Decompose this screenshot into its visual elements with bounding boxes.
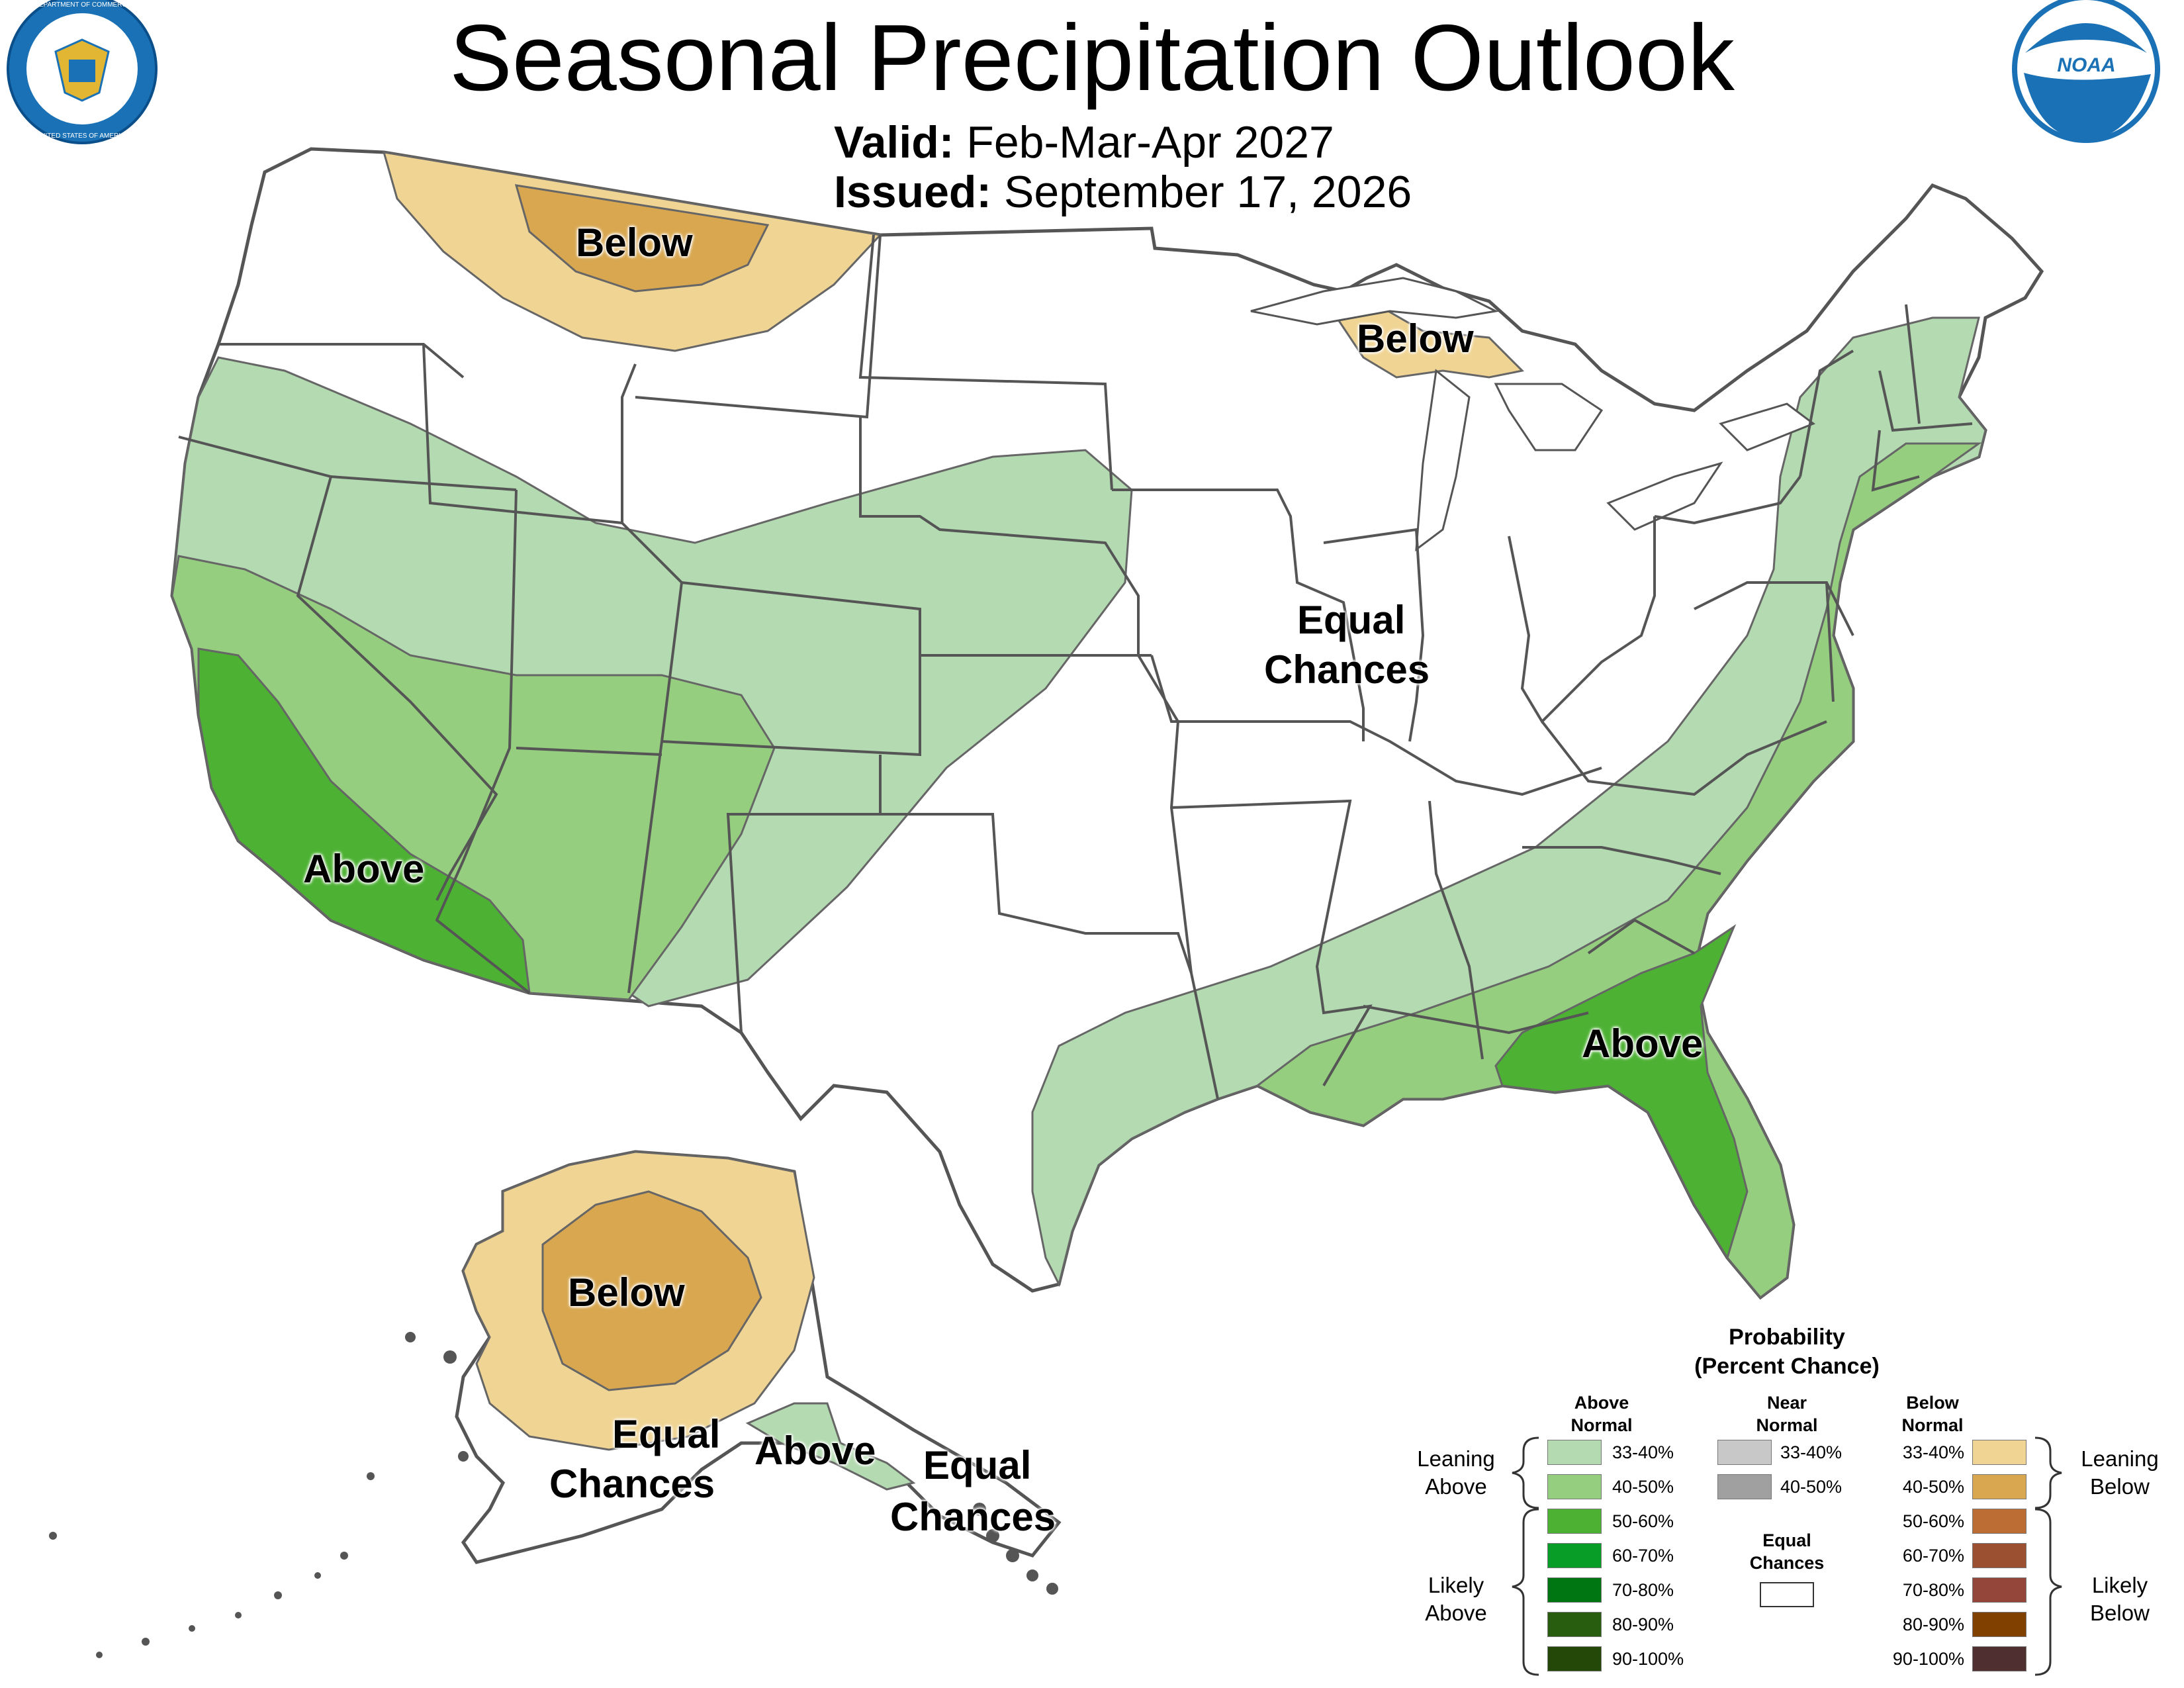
legend-leaning-below-line1: Leaning xyxy=(2081,1446,2159,1471)
valid-value: Feb-Mar-Apr 2027 xyxy=(966,117,1334,167)
state-boundaries xyxy=(178,234,1973,1100)
issued-label: Issued: xyxy=(834,167,992,217)
legend-leaning-above-line1: Leaning xyxy=(1417,1446,1495,1471)
commerce-seal xyxy=(7,0,158,144)
legend-below-range: 33-40% xyxy=(1902,1442,1964,1462)
legend-equal-swatch xyxy=(1760,1582,1814,1607)
legend-below-head-line1: Below xyxy=(1906,1393,1959,1413)
label-equal-se-alaska-line2: Chances xyxy=(890,1495,1056,1539)
legend-title-line2: (Percent Chance) xyxy=(1694,1354,1880,1379)
legend-above-swatch xyxy=(1547,1543,1602,1568)
alaska-below-40 xyxy=(541,1190,762,1391)
michigan-below-33 xyxy=(1335,303,1525,379)
legend-leaning-below-line2: Below xyxy=(2090,1474,2150,1499)
legend-below-swatch xyxy=(1972,1509,2026,1534)
legend-above-range: 60-70% xyxy=(1612,1546,1674,1566)
legend-equal-line2: Chances xyxy=(1749,1553,1825,1573)
label-equal-alaska-line1: Equal xyxy=(612,1412,721,1456)
legend-above-range: 80-90% xyxy=(1612,1615,1674,1634)
north-below-40 xyxy=(514,184,770,293)
issued-line: Issued: September 17, 2026 xyxy=(834,165,1412,218)
legend-above-range: 90-100% xyxy=(1612,1649,1684,1669)
label-equal-line1: Equal xyxy=(1297,598,1406,642)
legend-near-range: 40-50% xyxy=(1780,1477,1843,1497)
legend-equal-line1: Equal xyxy=(1762,1530,1811,1550)
legend-below-swatch xyxy=(1972,1543,2026,1568)
label-equal-line2: Chances xyxy=(1264,647,1430,692)
legend-below-range: 40-50% xyxy=(1902,1477,1964,1497)
legend-likely-below-line1: Likely xyxy=(2091,1573,2148,1597)
legend-above-swatch xyxy=(1547,1612,1602,1637)
page-title: Seasonal Precipitation Outlook xyxy=(449,5,1735,111)
legend-above-swatch xyxy=(1547,1440,1602,1465)
legend-leaning-above-line2: Above xyxy=(1425,1474,1487,1499)
legend-above-swatch xyxy=(1547,1577,1602,1603)
legend-above-swatch xyxy=(1547,1646,1602,1671)
label-above-west: Above xyxy=(303,847,425,891)
legend-above-range: 70-80% xyxy=(1612,1580,1674,1600)
legend-likely-above-line1: Likely xyxy=(1428,1573,1484,1597)
legend-below-swatch xyxy=(1972,1440,2026,1465)
legend-near-swatch xyxy=(1717,1440,1772,1465)
legend-above-swatch xyxy=(1547,1474,1602,1499)
legend-above-range: 40-50% xyxy=(1612,1477,1674,1497)
label-equal-se-alaska-line1: Equal xyxy=(923,1443,1032,1487)
great-lakes xyxy=(1250,277,1816,552)
noaa-logo-text: NOAA xyxy=(2057,54,2116,76)
alaska-islands xyxy=(49,1332,1058,1658)
seal-left-top-text: DEPARTMENT OF COMMERCE xyxy=(34,1,132,9)
legend-near-head-line1: Near xyxy=(1766,1393,1807,1413)
legend-near-range: 33-40% xyxy=(1780,1442,1843,1462)
label-below-alaska: Below xyxy=(568,1270,685,1315)
seal-left-text: UNITED STATES OF AMERICA xyxy=(36,132,130,140)
legend-above-swatch xyxy=(1547,1509,1602,1534)
legend-above-head-line2: Normal xyxy=(1570,1415,1633,1435)
legend-above-range: 50-60% xyxy=(1612,1511,1674,1531)
noaa-logo xyxy=(2012,0,2160,143)
label-below-north: Below xyxy=(576,220,693,265)
issued-value: September 17, 2026 xyxy=(1003,167,1412,217)
legend-likely-above-line2: Above xyxy=(1425,1601,1487,1625)
legend-above-head-line1: Above xyxy=(1574,1393,1629,1413)
legend-below-swatch xyxy=(1972,1612,2026,1637)
legend-below-head-line2: Normal xyxy=(1901,1415,1964,1435)
legend-above-range: 33-40% xyxy=(1612,1442,1674,1462)
legend-below-swatch xyxy=(1972,1646,2026,1671)
label-above-southeast: Above xyxy=(1582,1021,1704,1066)
legend-title-line1: Probability xyxy=(1729,1325,1845,1350)
legend-below-range: 80-90% xyxy=(1902,1615,1964,1634)
legend-below-range: 90-100% xyxy=(1892,1649,1964,1669)
valid-line: Valid: Feb-Mar-Apr 2027 xyxy=(834,116,1334,169)
label-equal-alaska-line2: Chances xyxy=(549,1462,715,1506)
legend-near-swatch xyxy=(1717,1474,1772,1499)
valid-label: Valid: xyxy=(834,117,954,167)
legend-below-swatch xyxy=(1972,1577,2026,1603)
legend-below-swatch xyxy=(1972,1474,2026,1499)
label-below-michigan: Below xyxy=(1357,316,1474,361)
label-above-alaska: Above xyxy=(754,1429,876,1473)
legend-near-head-line2: Normal xyxy=(1756,1415,1818,1435)
legend-below-range: 60-70% xyxy=(1902,1546,1964,1566)
legend-below-range: 50-60% xyxy=(1902,1511,1964,1531)
alaska-above-33 xyxy=(745,1402,916,1491)
legend-likely-below-line2: Below xyxy=(2090,1601,2150,1625)
east-above-50 xyxy=(1494,924,1749,1260)
legend-below-range: 70-80% xyxy=(1902,1580,1964,1600)
